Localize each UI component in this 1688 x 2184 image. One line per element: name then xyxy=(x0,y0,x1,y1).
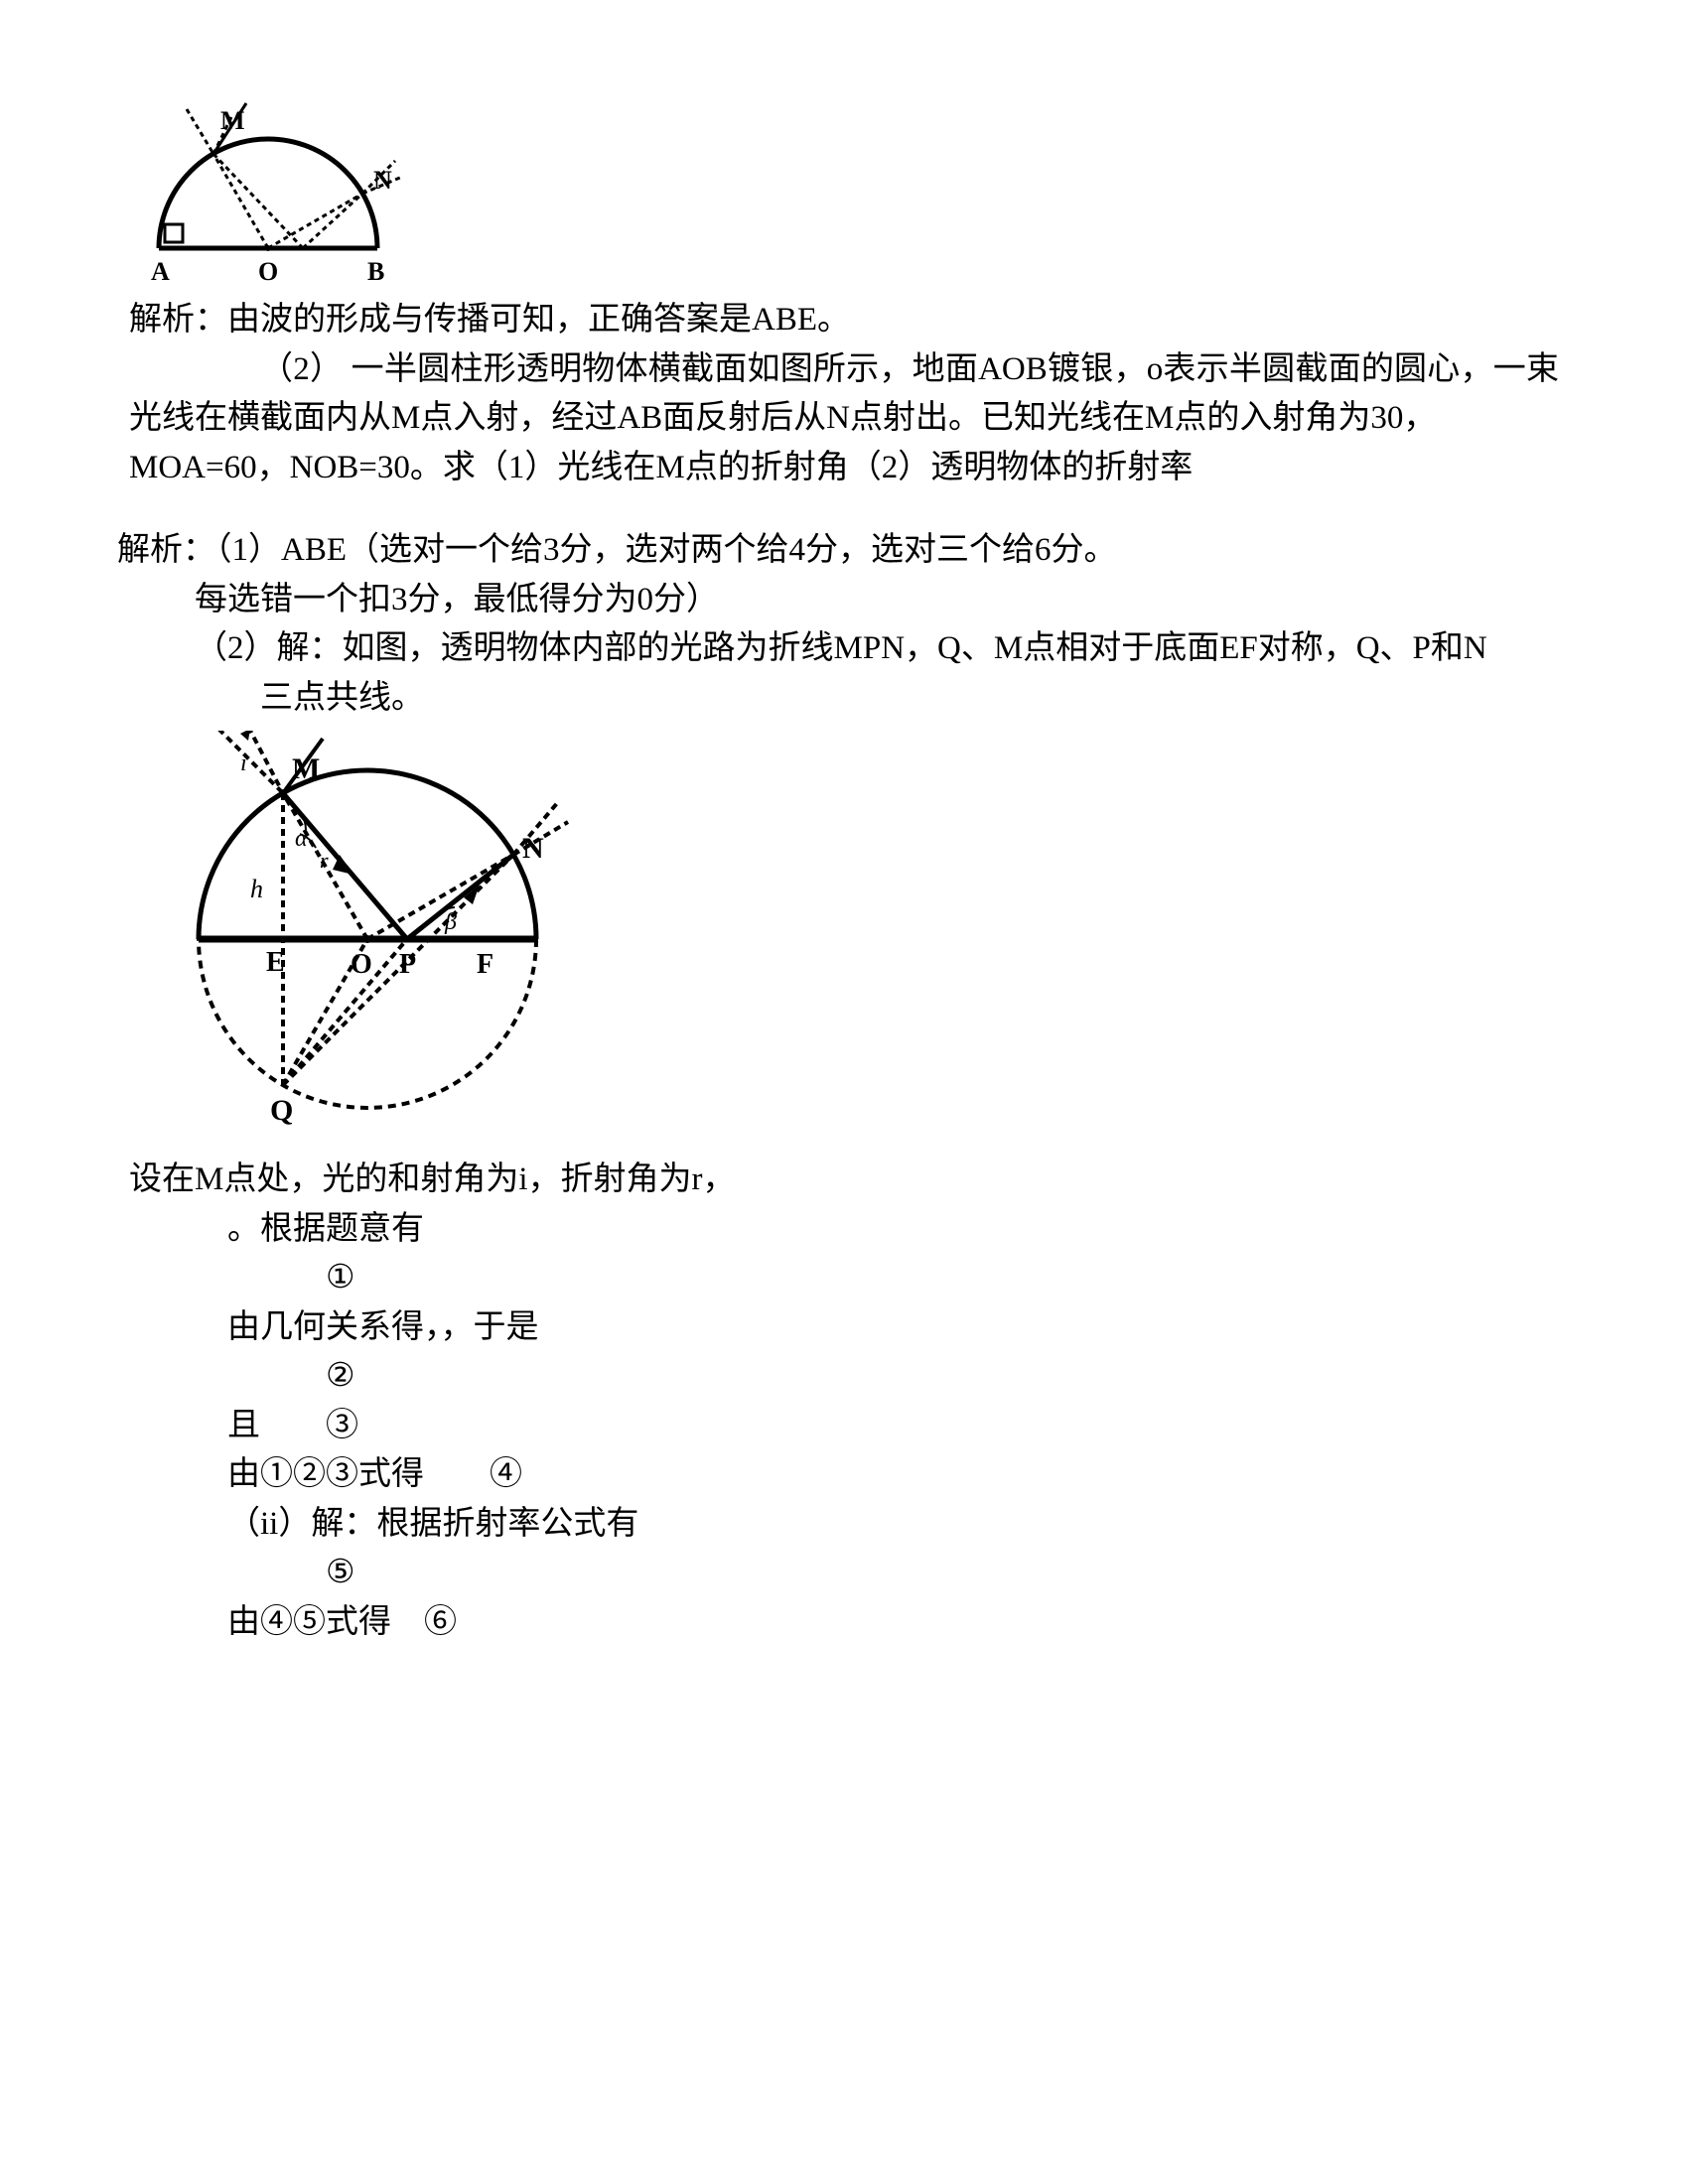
label-A1: A xyxy=(151,257,170,286)
label-M1: M xyxy=(220,106,245,135)
diagram-1-container: M N A O B xyxy=(129,99,1559,288)
problem-line-2: （2） 一半圆柱形透明物体横截面如图所示，地面AOB镀银，o表示半圆截面的圆心，… xyxy=(129,345,1559,444)
label-r2: r xyxy=(320,848,329,873)
spacer-1 xyxy=(129,492,1559,526)
eq-6: 由④⑤式得 ⑥ xyxy=(129,1598,1559,1648)
label-Q2: Q xyxy=(270,1094,293,1127)
solution-line-7: 三点共线。 xyxy=(129,674,1559,724)
problem-line-3: MOA=60，NOB=30。求（1）光线在M点的折射角（2）透明物体的折射率 xyxy=(129,444,1559,493)
analysis-line-4: 解析：（1）ABE（选对一个给3分，选对两个给4分，选对三个给6分。 xyxy=(117,526,1559,576)
label-O2: O xyxy=(351,949,372,980)
label-beta2: β xyxy=(444,909,457,935)
circle-refraction-diagram-icon: M N E O P F Q i α r β h xyxy=(169,731,586,1148)
diagram-2-container: M N E O P F Q i α r β h xyxy=(169,731,1559,1148)
label-B1: B xyxy=(367,257,384,286)
label-E2: E xyxy=(266,947,285,978)
label-N2: N xyxy=(522,832,544,865)
label-h2: h xyxy=(250,875,263,903)
label-O1: O xyxy=(258,257,278,286)
eq-5: ⑤ xyxy=(129,1549,1559,1598)
semicircle-diagram-icon: M N A O B xyxy=(129,99,427,288)
solution-line-6: （2）解：如图，透明物体内部的光路为折线MPN，Q、M点相对于底面EF对称，Q、… xyxy=(129,624,1559,674)
eq-1: ① xyxy=(129,1254,1559,1303)
solution-line-11: 由几何关系得，，于是 xyxy=(129,1303,1559,1353)
analysis-line-5: 每选错一个扣3分，最低得分为0分） xyxy=(129,576,1559,625)
label-F2: F xyxy=(477,949,493,980)
analysis-line-1: 解析：由波的形成与传播可知，正确答案是ABE。 xyxy=(129,296,1559,345)
label-i2: i xyxy=(240,751,247,776)
eq-2: ② xyxy=(129,1352,1559,1402)
solution-line-9: 。根据题意有 xyxy=(129,1205,1559,1255)
label-P2: P xyxy=(399,949,416,980)
eq-4: 由①②③式得 ④ xyxy=(129,1450,1559,1500)
label-N1: N xyxy=(373,166,392,195)
eq-3: 且 ③ xyxy=(129,1402,1559,1451)
solution-line-15: （ii）解：根据折射率公式有 xyxy=(129,1500,1559,1550)
label-M2: M xyxy=(292,752,320,785)
solution-line-8: 设在M点处，光的和射角为i，折射角为r， xyxy=(129,1156,1559,1205)
